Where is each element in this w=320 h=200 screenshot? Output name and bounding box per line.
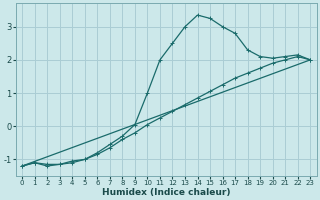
X-axis label: Humidex (Indice chaleur): Humidex (Indice chaleur) [102,188,230,197]
